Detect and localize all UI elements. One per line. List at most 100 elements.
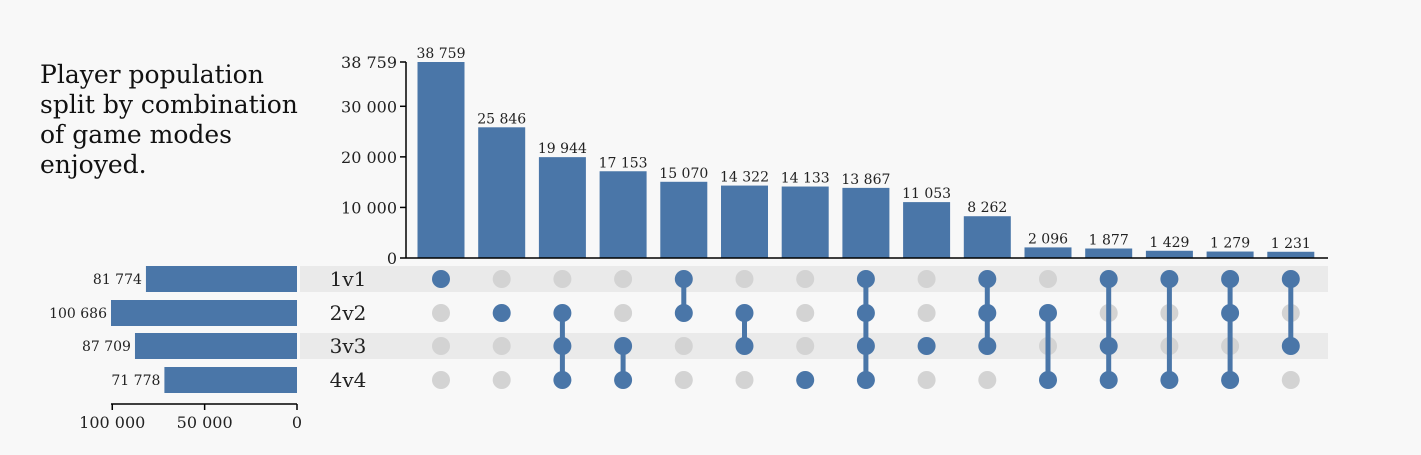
set-size-bar bbox=[134, 333, 297, 359]
matrix-dot-inactive bbox=[492, 337, 511, 355]
matrix-dot-active bbox=[1099, 371, 1118, 389]
matrix-dot-active bbox=[978, 270, 997, 288]
y-axis-tick-label: 10 000 bbox=[341, 198, 397, 217]
intersection-value-label: 14 133 bbox=[781, 171, 830, 187]
chart-title-line: split by combination bbox=[40, 90, 298, 119]
intersection-value-label: 11 053 bbox=[902, 186, 951, 202]
matrix-dot-inactive bbox=[553, 270, 572, 288]
intersection-bar bbox=[1085, 248, 1133, 258]
matrix-dot-inactive bbox=[614, 304, 633, 322]
matrix-dot-active bbox=[674, 270, 693, 288]
matrix-dot-active bbox=[917, 337, 936, 355]
matrix-dot-inactive bbox=[735, 270, 754, 288]
y-axis-tick-label: 20 000 bbox=[341, 148, 397, 167]
matrix-dot-inactive bbox=[492, 270, 511, 288]
matrix-dot-active bbox=[1039, 371, 1057, 389]
matrix-dot-active bbox=[1160, 371, 1179, 389]
matrix-dot-active bbox=[674, 304, 693, 322]
matrix-dot-active bbox=[856, 304, 875, 322]
y-axis-tick-label: 0 bbox=[387, 249, 397, 268]
matrix-dot-active bbox=[1039, 304, 1057, 322]
intersection-value-label: 13 867 bbox=[841, 172, 890, 188]
matrix-dot-inactive bbox=[674, 371, 693, 389]
matrix-dot-active bbox=[1221, 304, 1240, 322]
matrix-dot-inactive bbox=[796, 270, 815, 288]
matrix-dot-inactive bbox=[614, 270, 633, 288]
matrix-dot-active bbox=[978, 304, 997, 322]
set-size-bar bbox=[111, 300, 297, 326]
set-size-bar bbox=[145, 266, 297, 292]
set-name-label: 3v3 bbox=[330, 334, 367, 358]
intersection-bar bbox=[599, 171, 647, 258]
set-size-axis-tick-label: 0 bbox=[292, 413, 302, 432]
matrix-dot-active bbox=[856, 371, 875, 389]
y-axis-tick-label: 38 759 bbox=[341, 53, 397, 72]
matrix-dot-active bbox=[1099, 270, 1118, 288]
intersection-value-label: 1 279 bbox=[1210, 236, 1250, 252]
intersection-bar bbox=[417, 62, 465, 258]
matrix-dot-inactive bbox=[432, 337, 450, 355]
set-size-value-label: 81 774 bbox=[93, 272, 142, 288]
intersection-bar bbox=[478, 127, 526, 258]
chart-title-line: Player population bbox=[40, 60, 264, 89]
intersection-value-label: 14 322 bbox=[720, 170, 769, 186]
set-size-value-label: 100 686 bbox=[49, 306, 107, 322]
matrix-dot-inactive bbox=[735, 371, 754, 389]
matrix-dot-active bbox=[856, 337, 875, 355]
intersection-value-label: 2 096 bbox=[1028, 231, 1068, 247]
matrix-dot-active bbox=[735, 337, 754, 355]
intersection-bar bbox=[1267, 251, 1315, 258]
intersection-value-label: 1 429 bbox=[1149, 235, 1189, 251]
matrix-dot-inactive bbox=[674, 337, 693, 355]
set-size-value-label: 87 709 bbox=[82, 339, 131, 355]
set-size-axis-tick-label: 100 000 bbox=[79, 413, 145, 432]
matrix-dot-active bbox=[1281, 337, 1300, 355]
matrix-dot-active bbox=[432, 270, 450, 288]
chart-title-line: of game modes bbox=[40, 120, 232, 149]
intersection-value-label: 17 153 bbox=[599, 155, 648, 171]
matrix-dot-inactive bbox=[492, 371, 511, 389]
intersection-value-label: 25 846 bbox=[477, 111, 526, 127]
matrix-dot-active bbox=[1160, 270, 1179, 288]
intersection-value-label: 1 231 bbox=[1271, 236, 1311, 252]
intersection-bar bbox=[660, 181, 708, 258]
matrix-dot-inactive bbox=[917, 371, 936, 389]
chart-title: Player population split by combination o… bbox=[40, 60, 310, 180]
intersection-bar bbox=[721, 185, 768, 258]
matrix-dot-active bbox=[614, 371, 633, 389]
matrix-dot-active bbox=[492, 304, 511, 322]
matrix-dot-active bbox=[796, 371, 815, 389]
matrix-dot-inactive bbox=[796, 337, 815, 355]
y-axis-tick-label: 30 000 bbox=[341, 97, 397, 116]
set-size-axis-tick-label: 50 000 bbox=[177, 413, 233, 432]
matrix-dot-inactive bbox=[1039, 270, 1057, 288]
matrix-dot-active bbox=[735, 304, 754, 322]
matrix-dot-inactive bbox=[917, 304, 936, 322]
set-name-label: 1v1 bbox=[330, 267, 367, 291]
intersection-value-label: 15 070 bbox=[659, 166, 708, 182]
intersection-bar bbox=[1145, 250, 1193, 258]
matrix-dot-inactive bbox=[978, 371, 997, 389]
matrix-dot-active bbox=[553, 304, 572, 322]
matrix-dot-inactive bbox=[796, 304, 815, 322]
set-name-label: 2v2 bbox=[330, 301, 367, 325]
matrix-dot-active bbox=[856, 270, 875, 288]
intersection-value-label: 38 759 bbox=[417, 46, 466, 62]
intersection-bar bbox=[538, 157, 586, 258]
matrix-dot-active bbox=[1221, 371, 1240, 389]
matrix-dot-inactive bbox=[432, 371, 450, 389]
matrix-dot-active bbox=[1221, 270, 1240, 288]
chart-title-line: enjoyed. bbox=[40, 150, 147, 179]
intersection-value-label: 1 877 bbox=[1089, 233, 1129, 249]
matrix-dot-inactive bbox=[1281, 371, 1300, 389]
matrix-dot-active bbox=[1281, 270, 1300, 288]
intersection-bar bbox=[963, 216, 1011, 258]
matrix-dot-active bbox=[614, 337, 633, 355]
matrix-dot-inactive bbox=[917, 270, 936, 288]
matrix-dot-active bbox=[978, 337, 997, 355]
matrix-dot-inactive bbox=[432, 304, 450, 322]
set-size-bar bbox=[164, 367, 297, 393]
intersection-value-label: 19 944 bbox=[538, 141, 587, 157]
set-name-label: 4v4 bbox=[330, 368, 367, 392]
